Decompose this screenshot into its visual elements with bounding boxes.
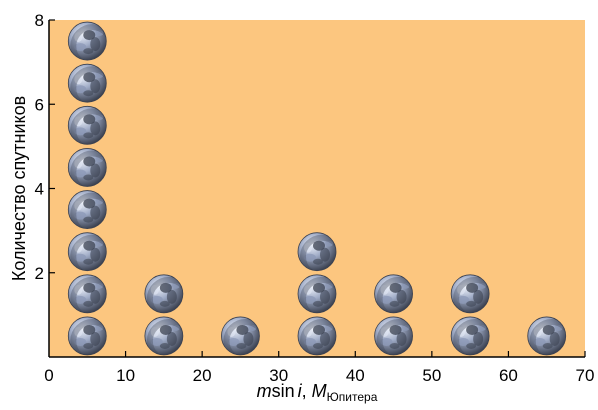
x-tick-label: 20: [193, 366, 212, 385]
x-tick-label: 30: [269, 366, 288, 385]
x-tick-label: 50: [422, 366, 441, 385]
x-label-sin: sin: [272, 381, 295, 401]
x-label-i: i: [298, 381, 303, 401]
x-label-prefix: m: [257, 381, 272, 401]
x-tick-label: 10: [116, 366, 135, 385]
x-label-m: M: [312, 381, 327, 401]
planet-icon: [67, 274, 107, 314]
x-axis-title: msin i, MЮпитера: [257, 381, 378, 404]
y-tick-label: 4: [35, 180, 44, 199]
y-axis-title: Количество спутников: [9, 96, 29, 281]
planet-icon: [67, 63, 107, 103]
x-label-subscript: Юпитера: [327, 390, 378, 404]
x-tick-label: 40: [346, 366, 365, 385]
planet-icon: [527, 316, 567, 356]
planet-icon: [221, 316, 260, 356]
y-tick-label: 6: [35, 95, 44, 114]
y-tick-label: 2: [35, 264, 44, 283]
planet-icon: [67, 148, 107, 187]
axes: [48, 19, 586, 358]
planet-icon: [67, 316, 107, 356]
x-tick-label: 70: [576, 366, 595, 385]
planet-icon: [297, 316, 337, 356]
planet-icon: [67, 105, 107, 145]
x-label-comma: ,: [302, 381, 312, 401]
planet-icon: [67, 190, 107, 229]
planet-icon: [144, 274, 184, 314]
planet-icon: [67, 21, 107, 61]
x-tick-label: 0: [44, 366, 53, 385]
planet-icon: [67, 232, 107, 272]
y-tick-label: 8: [35, 11, 44, 30]
planet-icon: [297, 274, 337, 314]
x-tick-label: 60: [499, 366, 518, 385]
planet-icon: [144, 316, 184, 356]
planet-icon: [374, 274, 413, 314]
tick-labels: 0 10 20 30 40 50 60 70 2 4 6 8: [35, 11, 595, 385]
planet-icon: [297, 232, 337, 272]
planet-icon: [374, 316, 413, 356]
planet-icon: [450, 274, 490, 314]
planet-icon: [450, 316, 490, 356]
planet-markers: [67, 21, 567, 356]
